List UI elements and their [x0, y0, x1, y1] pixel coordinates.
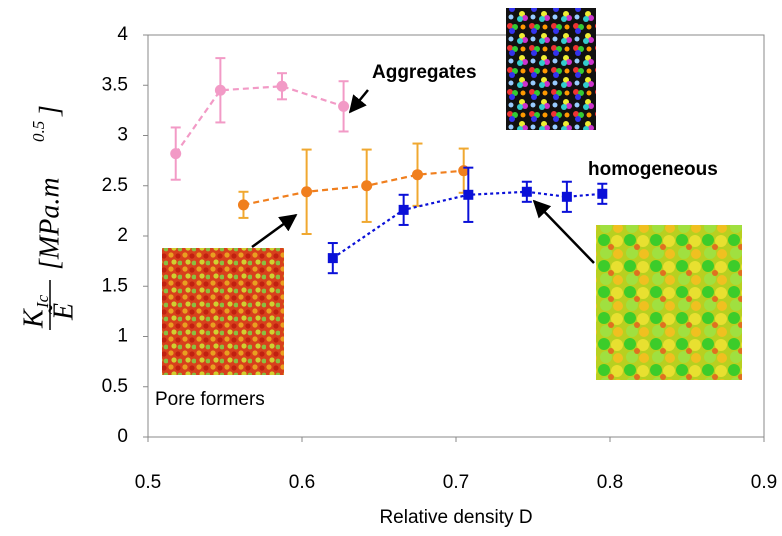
marker [463, 189, 474, 200]
series-line [243, 169, 464, 206]
x-tick-label: 0.9 [751, 472, 777, 493]
marker [301, 186, 313, 198]
y-label-part: K [18, 308, 49, 329]
arrow [348, 89, 369, 114]
y-tick-label: 1 [117, 326, 128, 347]
y-tick-label: 4 [117, 24, 128, 45]
y-tick-label: 3.5 [102, 74, 128, 95]
marker [170, 148, 182, 160]
series-label: Pore formers [155, 389, 265, 410]
arrow [532, 199, 595, 264]
marker [276, 80, 288, 92]
x-tick-label: 0.8 [597, 472, 623, 493]
y-tick-label: 2 [117, 225, 128, 246]
arrow [251, 213, 298, 249]
y-tick-label: 0.5 [102, 376, 128, 397]
marker [398, 204, 409, 215]
marker [327, 253, 338, 264]
y-tick-label: 1.5 [102, 275, 128, 296]
x-tick-label: 0.6 [289, 472, 315, 493]
y-label-part: [MPa.m [34, 177, 65, 270]
y-label-part: ] [34, 105, 65, 117]
marker [361, 180, 373, 192]
marker [521, 186, 532, 197]
marker [597, 188, 608, 199]
series-label: Aggregates [372, 62, 477, 83]
y-axis-label: K Ic Ẽ [MPa.m 0.5 ] [18, 105, 79, 330]
pore-formers-image [162, 248, 284, 375]
aggregates-image [506, 8, 596, 130]
series-label: homogeneous [588, 159, 718, 180]
marker [561, 191, 572, 202]
series-line [174, 85, 344, 155]
y-tick-label: 2.5 [102, 175, 128, 196]
x-tick-label: 0.5 [135, 472, 161, 493]
marker [412, 169, 423, 181]
y-label-part: 0.5 [29, 121, 48, 142]
x-axis-label: Relative density D [379, 507, 532, 528]
y-label-part: Ic [33, 294, 52, 309]
marker [214, 84, 226, 96]
y-label-part: Ẽ [48, 303, 79, 321]
marker [237, 199, 249, 211]
x-tick-label: 0.7 [443, 472, 469, 493]
homogeneous-image [596, 225, 742, 380]
y-tick-label: 0 [117, 426, 128, 447]
series-line [332, 190, 603, 260]
y-tick-label: 3 [117, 125, 128, 146]
marker [338, 100, 350, 112]
